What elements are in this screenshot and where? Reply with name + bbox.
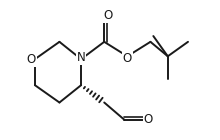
Text: O: O	[27, 53, 36, 66]
Text: O: O	[123, 52, 132, 65]
Text: O: O	[103, 9, 112, 22]
Text: O: O	[144, 113, 153, 126]
Text: N: N	[77, 51, 86, 64]
